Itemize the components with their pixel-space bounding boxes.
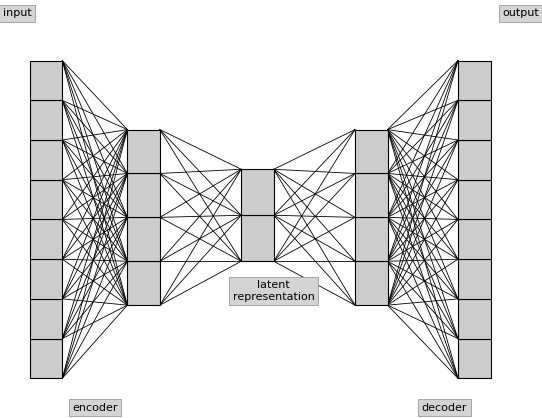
Bar: [30, 299, 62, 339]
Bar: [458, 140, 491, 180]
Bar: [127, 261, 160, 305]
Bar: [458, 61, 491, 100]
Text: output: output: [502, 8, 539, 18]
Bar: [30, 259, 62, 299]
Bar: [241, 215, 274, 261]
Text: input: input: [3, 8, 31, 18]
Bar: [458, 100, 491, 140]
Bar: [127, 217, 160, 261]
Bar: [30, 140, 62, 180]
Bar: [458, 339, 491, 378]
Text: decoder: decoder: [422, 403, 467, 413]
Bar: [30, 100, 62, 140]
Bar: [30, 180, 62, 219]
Bar: [355, 217, 388, 261]
Bar: [458, 259, 491, 299]
Text: latent
representation: latent representation: [233, 280, 315, 302]
Bar: [355, 130, 388, 173]
Bar: [458, 180, 491, 219]
Bar: [458, 219, 491, 259]
Bar: [355, 261, 388, 305]
Bar: [30, 339, 62, 378]
Bar: [458, 299, 491, 339]
Bar: [127, 173, 160, 217]
Bar: [30, 219, 62, 259]
Text: encoder: encoder: [72, 403, 118, 413]
Bar: [241, 169, 274, 215]
Bar: [127, 130, 160, 173]
Bar: [30, 61, 62, 100]
Bar: [355, 173, 388, 217]
